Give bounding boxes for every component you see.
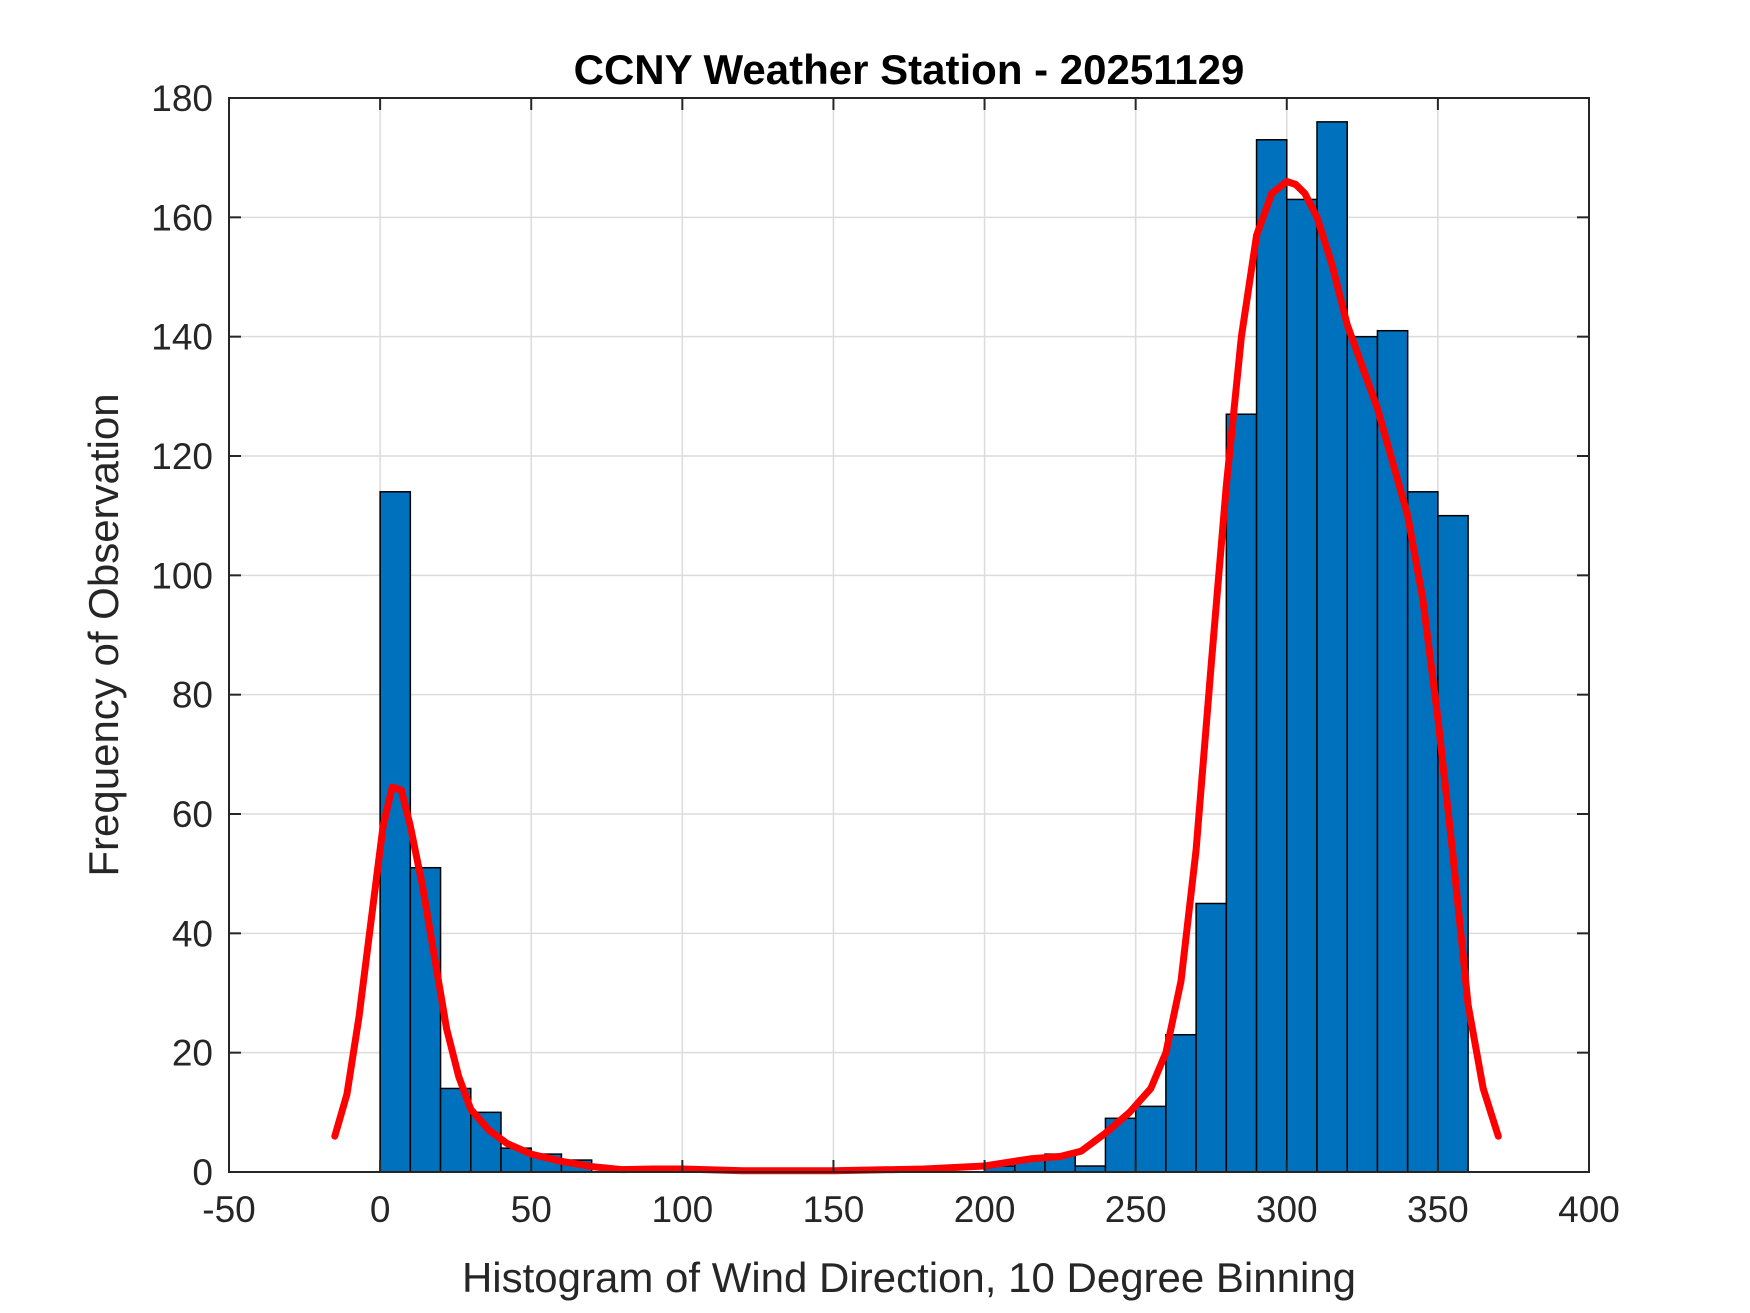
y-tick-label: 40 <box>172 913 213 954</box>
x-tick-label: 100 <box>651 1189 713 1230</box>
density-curve-layer <box>331 178 1502 1175</box>
x-tick-label: 50 <box>511 1189 552 1230</box>
y-tick-label: 100 <box>151 555 213 596</box>
y-axis-label: Frequency of Observation <box>80 393 127 876</box>
density-curve <box>331 178 1502 1175</box>
y-tick-label: 80 <box>172 675 213 716</box>
y-tick-label: 180 <box>151 78 213 119</box>
histogram-bar <box>1255 139 1288 1173</box>
chart-title: CCNY Weather Station - 20251129 <box>574 46 1245 93</box>
y-tick-label: 120 <box>151 436 213 477</box>
histogram-bar <box>1195 902 1228 1173</box>
y-tick-label: 140 <box>151 317 213 358</box>
histogram-bar <box>1225 413 1258 1173</box>
x-tick-label: 300 <box>1256 1189 1318 1230</box>
ticks: -50 0 50 100 150 200 250 300 350 4000204060801001… <box>151 78 1620 1230</box>
y-tick-label: 160 <box>151 197 213 238</box>
histogram-bar <box>470 1111 502 1173</box>
histogram-bar <box>1286 198 1318 1173</box>
x-tick-label: 400 <box>1558 1189 1620 1230</box>
y-tick-label: 20 <box>172 1033 213 1074</box>
y-tick-label: 0 <box>192 1152 213 1193</box>
y-tick-label: 60 <box>172 794 213 835</box>
x-tick-label: 200 <box>954 1189 1016 1230</box>
x-tick-label: 150 <box>803 1189 865 1230</box>
x-tick-label: 350 <box>1407 1189 1469 1230</box>
histogram-bar <box>1134 1105 1167 1173</box>
axes-box <box>228 97 1590 1173</box>
x-tick-label: 0 <box>370 1189 391 1230</box>
x-tick-label: 250 <box>1105 1189 1167 1230</box>
x-tick-label: -50 <box>202 1189 255 1230</box>
x-axis-label: Histogram of Wind Direction, 10 Degree B… <box>462 1254 1356 1301</box>
histogram-bar <box>1346 335 1379 1173</box>
histogram-bar <box>1165 1034 1197 1173</box>
